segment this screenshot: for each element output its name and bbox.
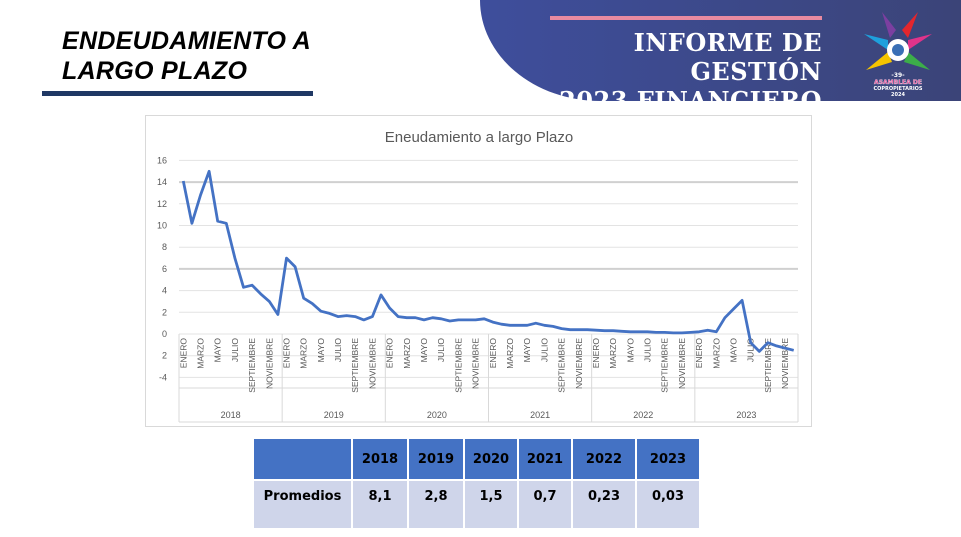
month-label: NOVIEMBRE [780, 338, 790, 389]
banner-title-line1: INFORME DE GESTIÓN [633, 28, 822, 86]
month-label: MAYO [419, 338, 429, 363]
y-tick-label: -4 [159, 372, 167, 382]
month-label: SEPTIEMBRE [453, 338, 463, 393]
month-label: JULIO [333, 338, 343, 362]
year-label: 2019 [324, 410, 344, 420]
month-label: NOVIEMBRE [574, 338, 584, 389]
y-tick-label: 16 [157, 155, 167, 165]
average-cell: 8,1 [353, 481, 407, 528]
average-cell: 0,03 [637, 481, 699, 528]
average-cell: 0,23 [573, 481, 635, 528]
svg-text:2024: 2024 [891, 92, 905, 98]
y-tick-label: 4 [162, 286, 167, 296]
y-tick-label: 14 [157, 177, 167, 187]
y-tick-label: 2 [162, 351, 167, 361]
month-label: JULIO [746, 338, 756, 362]
year-label: 2022 [633, 410, 653, 420]
month-label: SEPTIEMBRE [247, 338, 257, 393]
month-label: ENERO [488, 338, 498, 369]
table-header-2022: 2022 [573, 439, 635, 479]
table-header-2023: 2023 [637, 439, 699, 479]
month-label: SEPTIEMBRE [350, 338, 360, 393]
y-tick-label: 0 [162, 329, 167, 339]
y-tick-label: 8 [162, 242, 167, 252]
month-label: MARZO [505, 338, 515, 369]
chart-title: Eneudamiento a largo Plazo [385, 129, 573, 146]
month-label: JULIO [230, 338, 240, 362]
month-label: SEPTIEMBRE [763, 338, 773, 393]
month-label: SEPTIEMBRE [660, 338, 670, 393]
month-label: NOVIEMBRE [264, 338, 274, 389]
month-label: ENERO [591, 338, 601, 369]
table-header-2021: 2021 [519, 439, 571, 479]
month-label: ENERO [178, 338, 188, 369]
svg-text:ASAMBLEA DE: ASAMBLEA DE [874, 79, 922, 86]
table-header-2019: 2019 [409, 439, 463, 479]
year-label: 2021 [530, 410, 550, 420]
chart-svg: Eneudamiento a largo Plazo16141210864202… [157, 129, 799, 423]
month-label: MAYO [316, 338, 326, 363]
section-title-line1: ENDEUDAMIENTO A [62, 27, 311, 55]
y-tick-label: 6 [162, 264, 167, 274]
month-label: MAYO [729, 338, 739, 363]
section-title: ENDEUDAMIENTO A LARGO PLAZO [62, 26, 311, 86]
averages-table: 2018 2019 2020 2021 2022 2023 Promedios 8,1 2,8… [252, 437, 701, 530]
month-label: NOVIEMBRE [367, 338, 377, 389]
average-cell: 2,8 [409, 481, 463, 528]
month-label: JULIO [643, 338, 653, 362]
section-title-line2: LARGO PLAZO [62, 57, 248, 85]
year-label: 2018 [221, 410, 241, 420]
month-label: MAYO [522, 338, 532, 363]
y-tick-label: 12 [157, 199, 167, 209]
month-label: SEPTIEMBRE [557, 338, 567, 393]
month-label: NOVIEMBRE [471, 338, 481, 389]
month-label: ENERO [281, 338, 291, 369]
debt-series-line [181, 169, 795, 353]
month-label: MAYO [625, 338, 635, 363]
year-label: 2020 [427, 410, 447, 420]
month-label: JULIO [539, 338, 549, 362]
title-underline [42, 91, 313, 96]
svg-text:COPROPIETARIOS: COPROPIETARIOS [873, 86, 922, 92]
report-banner: INFORME DE GESTIÓN 2023 FINANCIERO -39- … [480, 0, 961, 115]
month-label: MARZO [195, 338, 205, 369]
month-label: JULIO [436, 338, 446, 362]
average-cell: 1,5 [465, 481, 517, 528]
row-label: Promedios [254, 481, 351, 528]
average-cell: 0,7 [519, 481, 571, 528]
month-label: MARZO [402, 338, 412, 369]
month-label: MARZO [711, 338, 721, 369]
month-label: MARZO [608, 338, 618, 369]
month-label: MAYO [213, 338, 223, 363]
month-label: ENERO [385, 338, 395, 369]
table-row: Promedios 8,1 2,8 1,5 0,7 0,23 0,03 [254, 481, 699, 528]
table-header-2020: 2020 [465, 439, 517, 479]
month-label: ENERO [694, 338, 704, 369]
year-label: 2023 [736, 410, 756, 420]
banner-accent-line [550, 16, 822, 20]
month-label: MARZO [299, 338, 309, 369]
y-tick-label: 10 [157, 221, 167, 231]
table-header-empty [254, 439, 351, 479]
month-label: NOVIEMBRE [677, 338, 687, 389]
banner-title: INFORME DE GESTIÓN 2023 FINANCIERO [520, 28, 822, 115]
y-tick-label: 2 [162, 307, 167, 317]
table-header-row: 2018 2019 2020 2021 2022 2023 [254, 439, 699, 479]
debt-line-chart: Eneudamiento a largo Plazo 16 14 12 10 8 6 4 2 0 2… [145, 115, 812, 427]
svg-text:-39-: -39- [891, 72, 905, 79]
banner-title-line2: 2023 FINANCIERO [559, 86, 822, 115]
assembly-logo: -39- ASAMBLEA DE COPROPIETARIOS 2024 [864, 12, 932, 98]
table-header-2018: 2018 [353, 439, 407, 479]
